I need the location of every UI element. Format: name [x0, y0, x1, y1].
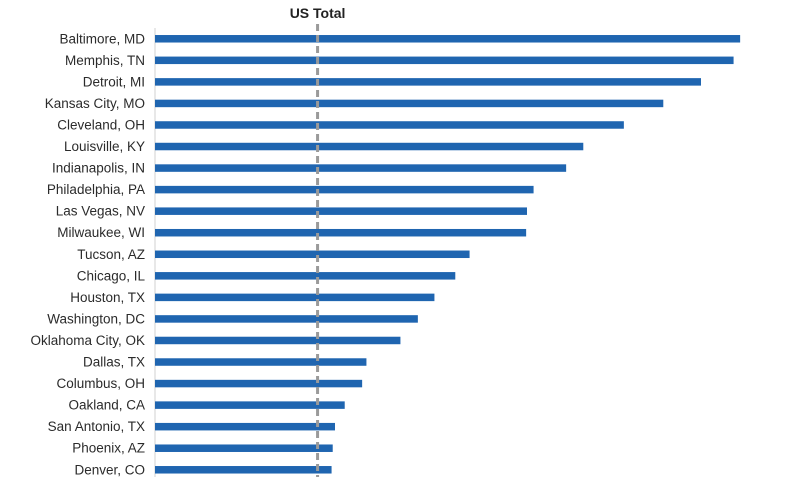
bar-6	[155, 164, 567, 172]
bar-8	[155, 207, 527, 215]
category-label-14: Oklahoma City, OK	[30, 333, 145, 348]
bar-2	[155, 78, 701, 86]
category-label-20: Denver, CO	[74, 462, 145, 477]
category-label-12: Houston, TX	[70, 290, 145, 305]
category-label-7: Philadelphia, PA	[47, 182, 145, 197]
bar-20	[155, 466, 332, 474]
bars-group	[155, 35, 741, 474]
us-total-label: US Total	[290, 5, 346, 21]
category-label-10: Tucson, AZ	[77, 247, 145, 262]
category-label-5: Louisville, KY	[64, 139, 145, 154]
category-label-6: Indianapolis, IN	[52, 161, 145, 176]
category-label-4: Cleveland, OH	[57, 117, 145, 132]
category-label-3: Kansas City, MO	[45, 96, 145, 111]
bar-7	[155, 185, 534, 194]
category-label-8: Las Vegas, NV	[56, 204, 145, 219]
bar-14	[155, 336, 401, 345]
bar-0	[155, 35, 741, 43]
category-label-15: Dallas, TX	[83, 355, 145, 370]
bar-5	[155, 142, 584, 151]
category-label-19: Phoenix, AZ	[72, 441, 145, 456]
category-label-9: Milwaukee, WI	[57, 225, 145, 240]
bar-10	[155, 250, 470, 259]
category-label-2: Detroit, MI	[83, 74, 145, 89]
category-label-13: Washington, DC	[47, 311, 145, 326]
bar-17	[155, 401, 345, 409]
bar-9	[155, 228, 527, 237]
bar-11	[155, 272, 456, 280]
bar-13	[155, 315, 418, 323]
bar-1	[155, 56, 734, 65]
bar-3	[155, 99, 664, 108]
category-label-16: Columbus, OH	[56, 376, 145, 391]
category-label-18: San Antonio, TX	[48, 419, 145, 434]
bar-16	[155, 379, 363, 388]
bar-19	[155, 444, 333, 452]
category-labels-group: Baltimore, MD Memphis, TN Detroit, MI Kansa…	[30, 31, 145, 477]
bar-12	[155, 293, 435, 302]
category-label-0: Baltimore, MD	[59, 31, 145, 46]
bar-18	[155, 422, 335, 431]
category-label-1: Memphis, TN	[65, 53, 145, 68]
category-label-17: Oakland, CA	[68, 398, 145, 413]
bar-4	[155, 121, 624, 129]
category-label-11: Chicago, IL	[77, 268, 146, 283]
bar-15	[155, 358, 367, 366]
